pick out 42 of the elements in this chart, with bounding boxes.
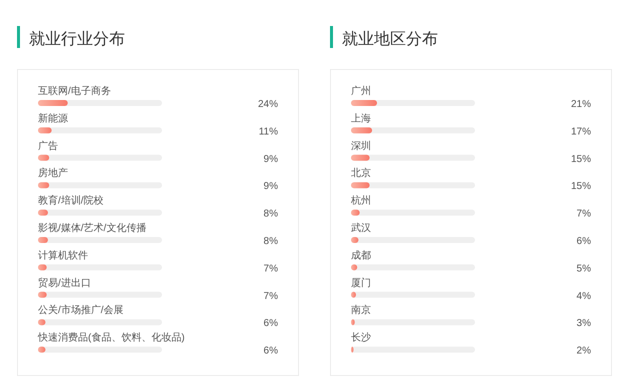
data-label: 24%: [258, 99, 278, 110]
y-tick-label: 公关/市场推广/会展: [38, 304, 124, 316]
y-tick-label: 房地产: [38, 167, 68, 180]
data-label: 7%: [264, 263, 278, 274]
y-tick-label: 贸易/进出口: [38, 276, 91, 289]
data-label: 4%: [576, 290, 592, 302]
data-label: 8%: [264, 236, 278, 247]
y-tick-label: 南京: [351, 304, 371, 316]
y-tick-label: 成都: [351, 249, 371, 262]
data-label: 15%: [570, 181, 592, 192]
data-label: 8%: [264, 208, 278, 220]
data-label: 5%: [576, 263, 592, 274]
data-label: 21%: [570, 99, 592, 110]
chart-title: 就业地区分布: [342, 30, 438, 48]
y-tick-label: 杭州: [350, 194, 371, 207]
data-label: 9%: [264, 154, 278, 165]
data-label: 6%: [264, 346, 278, 357]
chart-title: 就业行业分布: [29, 30, 125, 48]
data-label: 7%: [264, 290, 278, 302]
y-tick-label: 厦门: [351, 276, 371, 289]
y-tick-label: 长沙: [351, 332, 371, 344]
y-tick-label: 计算机软件: [38, 249, 88, 262]
y-tick-label: 影视/媒体/艺术/文化传播: [38, 222, 146, 234]
data-label: 3%: [576, 318, 592, 330]
data-label: 7%: [576, 208, 592, 220]
y-tick-label: 新能源: [38, 112, 68, 124]
y-tick-label: 广告: [38, 140, 58, 152]
data-label: 2%: [576, 346, 592, 357]
y-tick-label: 教育/培训/院校: [38, 194, 104, 207]
y-tick-label: 快速消费品(食品、饮料、化妆品): [37, 332, 185, 344]
data-label: 15%: [570, 154, 592, 165]
data-label: 11%: [258, 126, 278, 138]
y-tick-label: 北京: [351, 167, 371, 180]
data-label: 6%: [264, 318, 278, 330]
y-tick-label: 上海: [351, 112, 371, 124]
data-label: 9%: [264, 181, 278, 192]
data-label: 6%: [576, 236, 592, 247]
y-tick-label: 广州: [351, 85, 371, 97]
y-tick-label: 深圳: [351, 140, 371, 152]
y-tick-label: 武汉: [351, 222, 371, 234]
data-label: 17%: [570, 126, 592, 138]
y-tick-label: 互联网/电子商务: [38, 85, 111, 97]
